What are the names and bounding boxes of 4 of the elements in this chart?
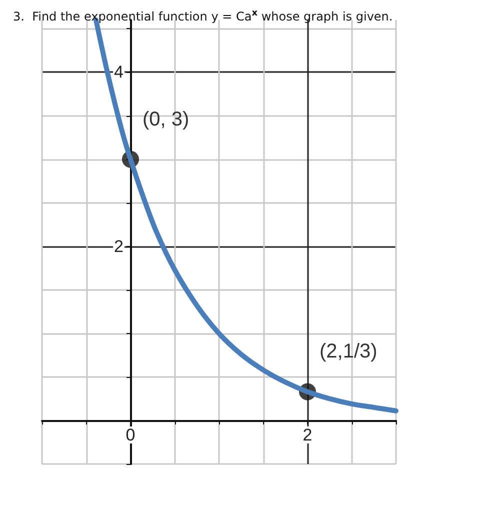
y-tick-label: 4: [114, 62, 124, 82]
annotation: (2,1/3): [320, 340, 378, 363]
annotation: (0, 3): [142, 108, 190, 130]
x-tick-label: 0: [126, 425, 136, 444]
